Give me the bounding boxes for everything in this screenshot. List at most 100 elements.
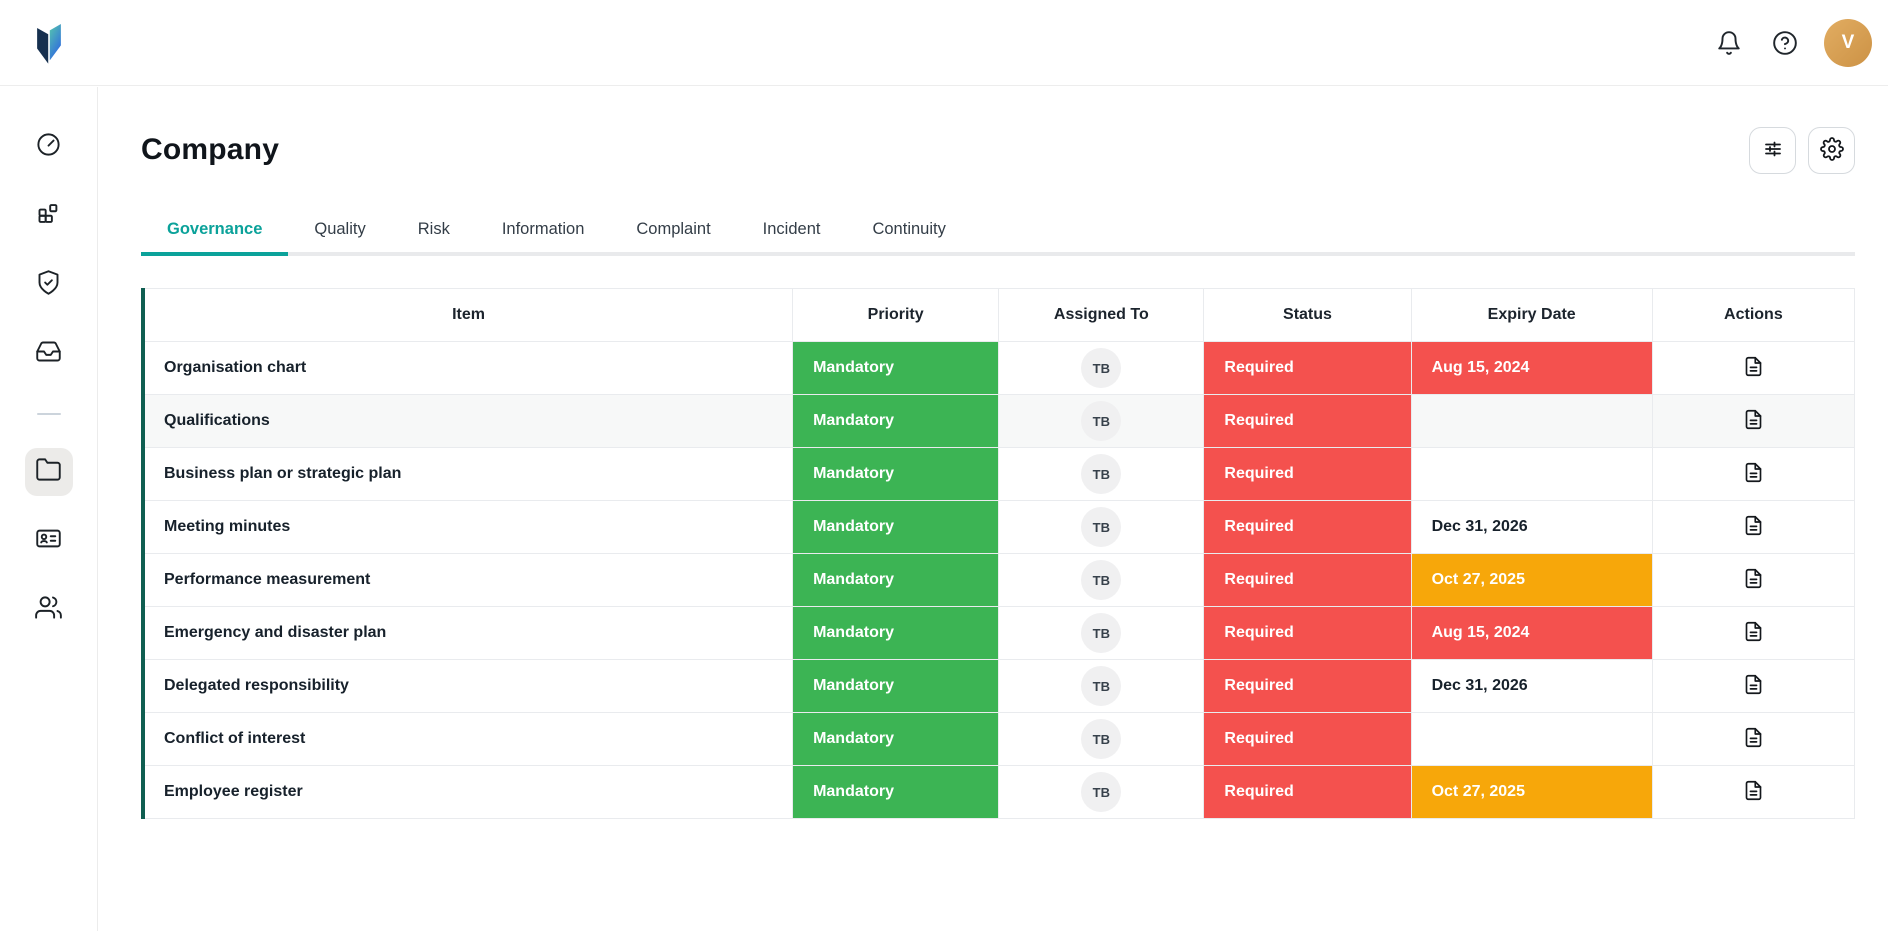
priority-badge: Mandatory	[792, 659, 1000, 713]
column-header-status: Status	[1203, 288, 1412, 342]
table-row[interactable]: Conflict of interest Mandatory TB Required	[142, 712, 1856, 766]
top-bar: V	[0, 0, 1888, 86]
expiry-date-cell: Oct 27, 2025	[1410, 553, 1653, 607]
table-header-row: Item Priority Assigned To Status Expiry Date…	[142, 288, 1856, 342]
table-row[interactable]: Emergency and disaster plan Mandatory TB Re…	[142, 606, 1856, 660]
document-action-button[interactable]	[1743, 621, 1764, 645]
item-cell: Organisation chart	[142, 341, 794, 395]
document-action-button[interactable]	[1743, 462, 1764, 486]
sidebar-item-people[interactable]	[25, 586, 73, 634]
document-action-button[interactable]	[1743, 674, 1764, 698]
sidebar-item-safeguarding[interactable]	[25, 261, 73, 309]
item-cell: Delegated responsibility	[142, 659, 794, 713]
users-icon	[35, 594, 62, 626]
settings-button[interactable]	[1808, 127, 1855, 174]
item-cell: Meeting minutes	[142, 500, 794, 554]
priority-badge: Mandatory	[792, 394, 1000, 448]
document-action-button[interactable]	[1743, 409, 1764, 433]
expiry-date-cell	[1410, 394, 1653, 448]
assignee-avatar: TB	[1081, 401, 1122, 441]
item-cell: Emergency and disaster plan	[142, 606, 794, 660]
sidebar-item-documents[interactable]	[24, 448, 73, 496]
sidebar-item-id-card[interactable]	[25, 517, 73, 565]
actions-cell	[1651, 606, 1856, 660]
inbox-icon	[35, 338, 62, 370]
expiry-date-cell	[1410, 447, 1653, 501]
assignee-avatar: TB	[1081, 719, 1122, 759]
assigned-cell: TB	[998, 765, 1205, 819]
table-row[interactable]: Qualifications Mandatory TB Required	[142, 394, 1856, 448]
status-badge: Required	[1203, 765, 1412, 819]
status-badge: Required	[1203, 341, 1412, 395]
tab-bar: Governance Quality Risk Information Complain…	[141, 207, 1855, 256]
user-avatar[interactable]: V	[1824, 19, 1872, 67]
filter-button[interactable]	[1749, 127, 1796, 174]
assigned-cell: TB	[998, 553, 1205, 607]
table-row[interactable]: Business plan or strategic plan Mandatory…	[142, 447, 1856, 501]
tab-complaint[interactable]: Complaint	[636, 220, 711, 238]
priority-badge: Mandatory	[792, 765, 1000, 819]
priority-badge: Mandatory	[792, 553, 1000, 607]
file-text-icon	[1743, 515, 1764, 539]
document-action-button[interactable]	[1743, 356, 1764, 380]
table-row[interactable]: Delegated responsibility Mandatory TB Requi…	[142, 659, 1856, 713]
document-action-button[interactable]	[1743, 568, 1764, 592]
document-action-button[interactable]	[1743, 780, 1764, 804]
tab-incident[interactable]: Incident	[762, 220, 821, 238]
table-row[interactable]: Employee register Mandatory TB Required Oct …	[142, 765, 1856, 819]
priority-badge: Mandatory	[792, 341, 1000, 395]
actions-cell	[1651, 765, 1856, 819]
sidebar-item-modules[interactable]	[25, 192, 73, 240]
file-text-icon	[1743, 727, 1764, 751]
sidebar-item-inbox[interactable]	[25, 330, 73, 378]
status-badge: Required	[1203, 606, 1412, 660]
tab-governance[interactable]: Governance	[141, 207, 289, 256]
document-action-button[interactable]	[1743, 727, 1764, 751]
assigned-cell: TB	[998, 606, 1205, 660]
grid-icon	[35, 200, 62, 232]
tab-information[interactable]: Information	[501, 220, 585, 238]
expiry-date-cell: Aug 15, 2024	[1410, 341, 1653, 395]
column-header-expiry-date: Expiry Date	[1410, 288, 1653, 342]
item-cell: Business plan or strategic plan	[142, 447, 794, 501]
actions-cell	[1651, 500, 1856, 554]
tab-quality[interactable]: Quality	[314, 220, 366, 238]
page-toolbar	[1749, 127, 1855, 174]
expiry-date-cell: Oct 27, 2025	[1410, 765, 1653, 819]
status-badge: Required	[1203, 447, 1412, 501]
document-action-button[interactable]	[1743, 515, 1764, 539]
assignee-avatar: TB	[1081, 507, 1122, 547]
status-badge: Required	[1203, 712, 1412, 766]
sidebar-divider	[36, 413, 61, 415]
actions-cell	[1651, 553, 1856, 607]
tab-risk[interactable]: Risk	[417, 220, 450, 238]
file-text-icon	[1743, 462, 1764, 486]
item-cell: Performance measurement	[142, 553, 794, 607]
notifications-button[interactable]	[1712, 26, 1746, 60]
table-row[interactable]: Performance measurement Mandatory TB Requir…	[142, 553, 1856, 607]
status-badge: Required	[1203, 394, 1412, 448]
tab-continuity[interactable]: Continuity	[872, 220, 946, 238]
sidebar	[0, 87, 98, 931]
actions-cell	[1651, 447, 1856, 501]
status-badge: Required	[1203, 659, 1412, 713]
gauge-icon	[35, 131, 62, 163]
page-title: Company	[141, 133, 280, 166]
priority-badge: Mandatory	[792, 712, 1000, 766]
priority-badge: Mandatory	[792, 447, 1000, 501]
assigned-cell: TB	[998, 712, 1205, 766]
folder-icon	[35, 456, 62, 488]
table-row[interactable]: Organisation chart Mandatory TB Required Aug…	[142, 341, 1856, 395]
table-row[interactable]: Meeting minutes Mandatory TB Required Dec 31…	[142, 500, 1856, 554]
help-button[interactable]	[1768, 26, 1802, 60]
gear-icon	[1819, 137, 1844, 164]
assignee-avatar: TB	[1081, 666, 1122, 706]
item-cell: Conflict of interest	[142, 712, 794, 766]
assigned-cell: TB	[998, 447, 1205, 501]
column-header-assigned-to: Assigned To	[998, 288, 1205, 342]
assigned-cell: TB	[998, 659, 1205, 713]
column-header-priority: Priority	[792, 288, 1000, 342]
sidebar-item-dashboard[interactable]	[25, 123, 73, 171]
column-header-item: Item	[142, 288, 794, 342]
item-cell: Qualifications	[142, 394, 794, 448]
